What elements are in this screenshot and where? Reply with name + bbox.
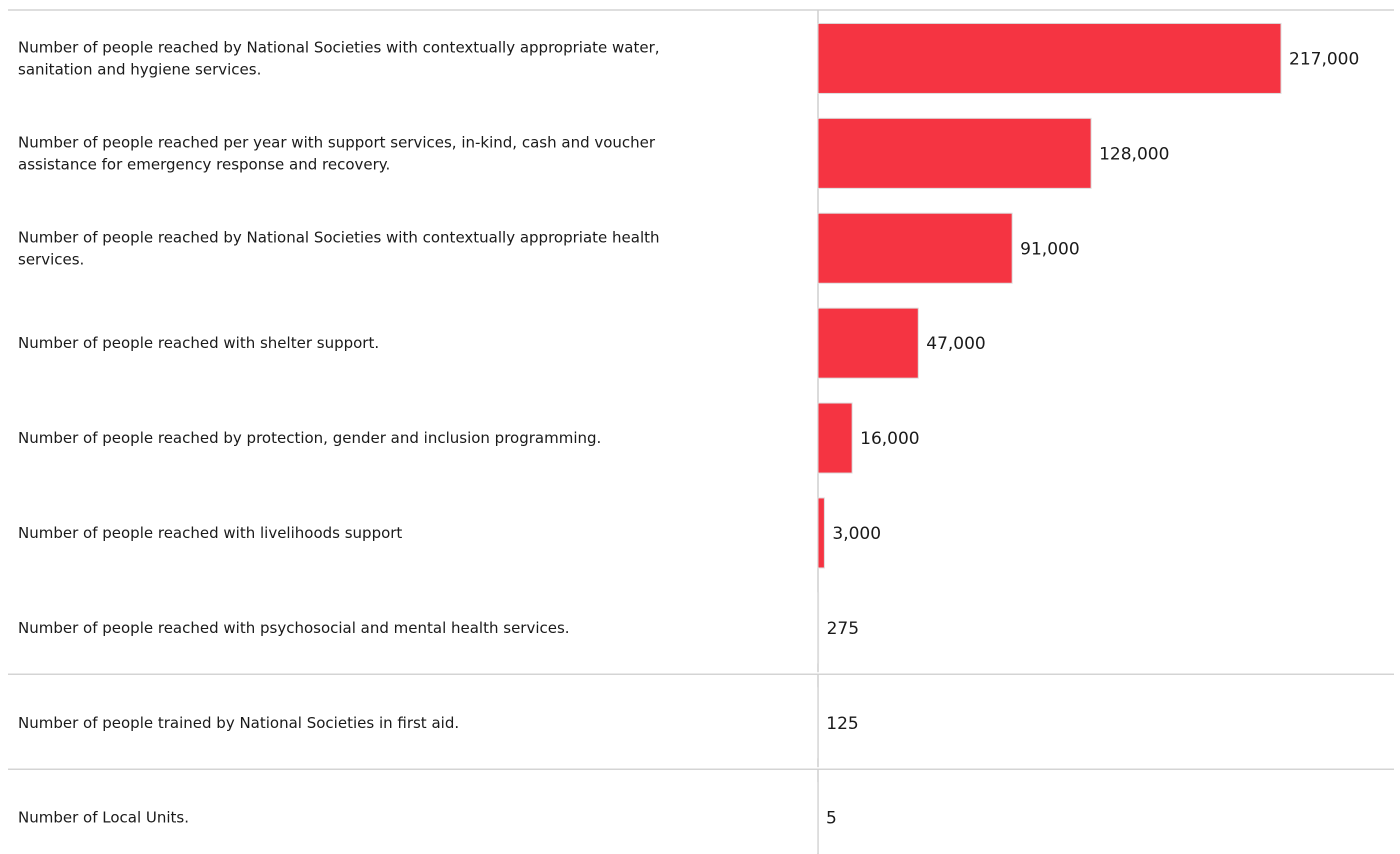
category-label-line: Number of Local Units. [18, 809, 189, 827]
chart-row: Number of people reached by National Soc… [18, 22, 1359, 94]
value-label: 16,000 [860, 429, 919, 449]
category-label-line: Number of people reached by protection, … [18, 429, 601, 447]
bar [817, 117, 1092, 189]
chart-row: Number of people reached by National Soc… [18, 212, 1080, 284]
category-label-line: Number of people reached with psychosoci… [18, 619, 570, 637]
chart-row: Number of people reached with psychosoci… [18, 592, 859, 664]
value-label: 275 [827, 619, 859, 639]
category-label-line: sanitation and hygiene services. [18, 60, 261, 78]
category-label-line: Number of people reached per year with s… [18, 133, 656, 151]
category-label-line: Number of people trained by National Soc… [18, 714, 459, 732]
value-label: 3,000 [832, 524, 881, 544]
value-label: 5 [826, 809, 837, 829]
value-label: 47,000 [926, 334, 985, 354]
bar [817, 592, 820, 664]
category-label-line: Number of people reached by National Soc… [18, 228, 660, 246]
chart-row: Number of people reached with livelihood… [18, 497, 881, 569]
group-dividers [8, 9, 1394, 770]
chart-row: Number of people reached by protection, … [18, 402, 920, 474]
category-label: Number of people reached by National Soc… [18, 228, 660, 268]
bar [817, 307, 919, 379]
bar [817, 22, 1282, 94]
bar [817, 497, 825, 569]
category-label-line: services. [18, 250, 84, 268]
chart-row: Number of people reached per year with s… [18, 117, 1169, 189]
category-label: Number of people reached by National Soc… [18, 38, 660, 78]
category-label-line: Number of people reached with shelter su… [18, 334, 379, 352]
chart-row: Number of people trained by National Soc… [18, 687, 859, 759]
bar [817, 687, 819, 759]
value-label: 128,000 [1099, 144, 1169, 164]
chart-row: Number of Local Units. 5 [18, 782, 837, 854]
bar [817, 782, 819, 854]
category-label-line: assistance for emergency response and re… [18, 155, 390, 173]
bar [817, 402, 853, 474]
value-label: 91,000 [1020, 239, 1079, 259]
category-label: Number of people reached per year with s… [18, 133, 656, 173]
chart-rows: Number of people reached by National Soc… [18, 22, 1359, 854]
chart-row: Number of people reached with shelter su… [18, 307, 986, 379]
value-label: 125 [826, 714, 858, 734]
category-label: Number of people reached with shelter su… [18, 334, 379, 352]
category-label: Number of Local Units. [18, 809, 189, 827]
category-label-line: Number of people reached with livelihood… [18, 524, 402, 542]
category-label: Number of people reached by protection, … [18, 429, 601, 447]
bar [817, 212, 1013, 284]
value-label: 217,000 [1289, 49, 1359, 69]
category-label-line: Number of people reached by National Soc… [18, 38, 660, 56]
category-label: Number of people reached with livelihood… [18, 524, 402, 542]
category-label: Number of people reached with psychosoci… [18, 619, 570, 637]
category-label: Number of people trained by National Soc… [18, 714, 459, 732]
